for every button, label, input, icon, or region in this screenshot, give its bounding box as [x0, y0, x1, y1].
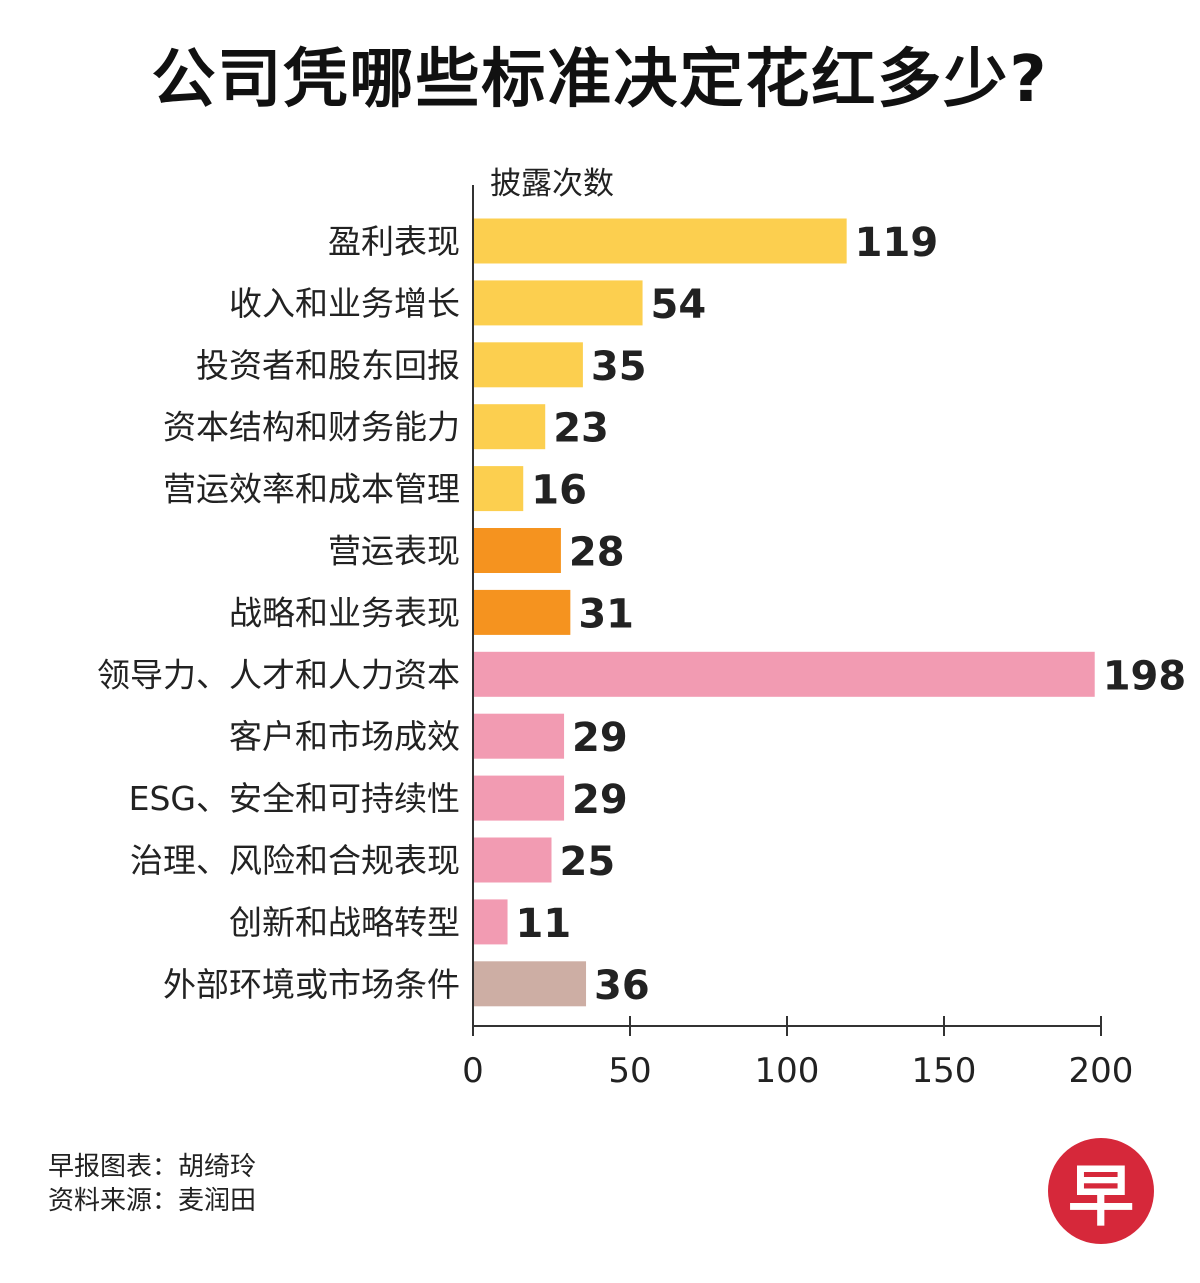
logo-text: 早 [1068, 1158, 1134, 1235]
bar [473, 280, 643, 326]
bar [473, 466, 524, 512]
data-label: 198 [1103, 653, 1187, 699]
category-label: 收入和业务增长 [229, 284, 460, 323]
bar [473, 218, 847, 264]
data-label: 119 [855, 220, 939, 266]
category-label: 战略和业务表现 [229, 593, 460, 632]
data-label: 23 [553, 406, 609, 452]
category-label: 领导力、人才和人力资本 [97, 655, 460, 694]
category-label: 治理、风险和合规表现 [130, 841, 460, 880]
data-label: 25 [560, 839, 616, 885]
category-label: ESG、安全和可持续性 [129, 779, 460, 818]
category-label: 客户和市场成效 [229, 717, 460, 756]
credits: 早报图表：胡绮玲 资料来源：麦润田 [48, 1150, 256, 1218]
category-label: 外部环境或市场条件 [163, 965, 460, 1004]
category-label: 创新和战略转型 [229, 903, 460, 942]
axis-title: 披露次数 [490, 166, 614, 202]
data-label: 11 [516, 901, 572, 947]
bar [473, 713, 565, 759]
bar [473, 589, 571, 635]
zaobao-logo: 早 [1048, 1138, 1154, 1244]
bar [473, 775, 565, 821]
data-label: 28 [569, 530, 625, 576]
x-tick-label: 200 [1069, 1051, 1134, 1091]
graphic-credit: 早报图表：胡绮玲 [48, 1152, 257, 1182]
x-tick-label: 100 [755, 1051, 820, 1091]
data-label: 16 [531, 468, 587, 514]
data-label: 31 [578, 591, 634, 637]
category-label: 投资者和股东回报 [196, 346, 460, 385]
x-tick-label: 50 [608, 1051, 651, 1091]
data-label: 29 [572, 777, 628, 823]
x-tick-label: 0 [462, 1051, 484, 1091]
data-label: 54 [651, 282, 707, 328]
bar [473, 899, 508, 945]
bar [473, 528, 561, 573]
data-label: 36 [594, 963, 650, 1009]
category-label: 营运效率和成本管理 [163, 470, 460, 509]
category-label: 资本结构和财务能力 [163, 408, 460, 447]
source-credit: 资料来源：麦润田 [48, 1186, 257, 1216]
category-label: 营运表现 [328, 532, 460, 571]
data-label: 29 [572, 715, 628, 761]
bar [473, 837, 552, 883]
category-label: 盈利表现 [328, 222, 460, 261]
chart-title: 公司凭哪些标准决定花红多少? [151, 43, 1049, 117]
bar [473, 342, 583, 388]
data-label: 35 [591, 344, 647, 390]
x-tick-label: 150 [912, 1051, 977, 1091]
bar [473, 651, 1095, 697]
bar [473, 961, 587, 1007]
bar [473, 404, 546, 450]
